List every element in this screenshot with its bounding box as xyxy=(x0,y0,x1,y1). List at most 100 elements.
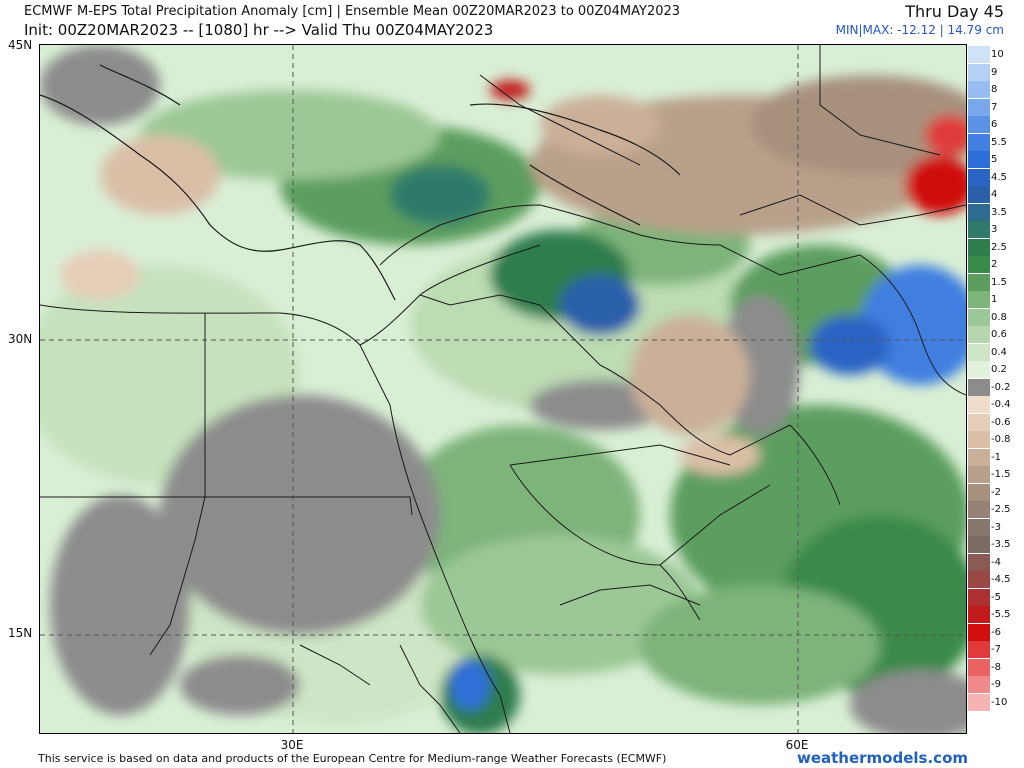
legend-label: -4.5 xyxy=(991,574,1011,585)
ecmwf-disclaimer: This service is based on data and produc… xyxy=(38,752,667,765)
lat-label-30n: 30N xyxy=(8,332,33,346)
forecast-day-label: Thru Day 45 xyxy=(905,2,1004,21)
legend-swatch xyxy=(968,676,990,693)
legend-swatch xyxy=(968,571,990,588)
legend-label: 3 xyxy=(991,224,998,235)
legend-swatch xyxy=(968,98,990,116)
legend-swatch xyxy=(968,46,990,63)
legend-label: 4 xyxy=(991,189,998,200)
coastlines xyxy=(40,64,681,301)
legend-entry: -9 xyxy=(968,676,1020,693)
legend-entry: -10 xyxy=(968,693,1020,711)
legend-entry: -2.5 xyxy=(968,501,1020,518)
legend-entry: 8 xyxy=(968,81,1020,98)
legend-label: 2.5 xyxy=(991,241,1007,253)
legend-entry: -4 xyxy=(968,553,1020,571)
legend-swatch xyxy=(968,606,990,623)
lon-label-60e: 60E xyxy=(785,738,809,752)
legend-entry: -0.6 xyxy=(968,413,1020,431)
legend-label: 6 xyxy=(991,119,998,130)
legend-label: -4 xyxy=(991,556,1001,568)
legend-label: -2.5 xyxy=(991,504,1011,515)
legend-swatch xyxy=(968,501,990,518)
legend-entry: 6 xyxy=(968,116,1020,133)
legend-swatch xyxy=(968,308,990,326)
legend-entry: -5 xyxy=(968,588,1020,606)
legend-entry: 0.6 xyxy=(968,326,1020,343)
legend-entry: -3.5 xyxy=(968,536,1020,553)
legend-label: -8 xyxy=(991,661,1001,673)
legend-entry: 1.5 xyxy=(968,273,1020,291)
legend-entry: 7 xyxy=(968,98,1020,116)
legend-entry: 2.5 xyxy=(968,238,1020,256)
legend-swatch xyxy=(968,81,990,98)
legend-swatch xyxy=(968,343,990,361)
legend-entry: -7 xyxy=(968,641,1020,658)
legend-swatch xyxy=(968,116,990,133)
legend-swatch xyxy=(968,256,990,273)
legend-label: -0.2 xyxy=(991,381,1011,393)
lat-label-45n: 45N xyxy=(8,38,33,52)
legend-swatch xyxy=(968,361,990,378)
lon-label-30e: 30E xyxy=(280,738,304,752)
legend-entry: -2 xyxy=(968,483,1020,501)
legend-label: 8 xyxy=(991,84,998,95)
legend-entry: 4 xyxy=(968,186,1020,203)
map-title: ECMWF M-EPS Total Precipitation Anomaly … xyxy=(24,4,681,19)
legend-label: 7 xyxy=(991,101,998,113)
legend-label: 1.5 xyxy=(991,276,1007,288)
legend-entry: 2 xyxy=(968,256,1020,273)
legend-entry: -1.5 xyxy=(968,466,1020,483)
legend-label: 0.2 xyxy=(991,364,1007,375)
legend-entry: 1 xyxy=(968,291,1020,308)
legend-label: 0.6 xyxy=(991,329,1007,340)
legend-swatch xyxy=(968,63,990,81)
legend-label: 10 xyxy=(991,49,1004,60)
legend-label: -5.5 xyxy=(991,609,1011,620)
min-max-readout: MIN|MAX: -12.12 | 14.79 cm xyxy=(835,23,1004,37)
legend-label: 2 xyxy=(991,259,998,270)
legend-swatch xyxy=(968,536,990,553)
legend-swatch xyxy=(968,518,990,536)
legend-label: -3 xyxy=(991,521,1001,533)
legend-swatch xyxy=(968,588,990,606)
legend-entry: 5.5 xyxy=(968,133,1020,151)
legend-swatch xyxy=(968,448,990,466)
legend-label: 0.8 xyxy=(991,311,1007,323)
legend-swatch xyxy=(968,168,990,186)
legend-label: -2 xyxy=(991,486,1001,498)
legend-entry: -0.4 xyxy=(968,396,1020,413)
legend-swatch xyxy=(968,291,990,308)
legend-label: 9 xyxy=(991,66,998,78)
legend-entry: 5 xyxy=(968,151,1020,168)
legend-swatch xyxy=(968,431,990,448)
legend-swatch xyxy=(968,658,990,676)
legend-swatch xyxy=(968,151,990,168)
legend-entry: -8 xyxy=(968,658,1020,676)
legend-label: 5.5 xyxy=(991,136,1007,148)
legend-swatch xyxy=(968,413,990,431)
legend-label: -10 xyxy=(991,696,1008,708)
legend-label: -7 xyxy=(991,644,1001,655)
legend-entry: -6 xyxy=(968,623,1020,641)
legend-swatch xyxy=(968,133,990,151)
legend-label: 0.4 xyxy=(991,346,1007,358)
legend-swatch xyxy=(968,623,990,641)
precip-anomaly-map xyxy=(39,44,967,734)
anomaly-field xyxy=(40,45,966,733)
legend-entry: 0.4 xyxy=(968,343,1020,361)
legend-entry: 4.5 xyxy=(968,168,1020,186)
legend-label: -6 xyxy=(991,626,1001,638)
brand-link[interactable]: weathermodels.com xyxy=(796,749,968,767)
color-legend: 10 9 8 7 6 5.5 5 4.5 4 3.5 3 2.5 2 1.5 1 0.8 0.6 0.4 0.2 -0… xyxy=(968,46,1020,730)
legend-swatch xyxy=(968,553,990,571)
legend-swatch xyxy=(968,186,990,203)
legend-swatch xyxy=(968,326,990,343)
legend-swatch xyxy=(968,483,990,501)
legend-label: -1 xyxy=(991,451,1001,463)
legend-entry: 3 xyxy=(968,221,1020,238)
legend-label: 1 xyxy=(991,294,998,305)
legend-swatch xyxy=(968,693,990,711)
legend-entry: -5.5 xyxy=(968,606,1020,623)
init-valid-line: Init: 00Z20MAR2023 -- [1080] hr --> Vali… xyxy=(24,21,494,39)
